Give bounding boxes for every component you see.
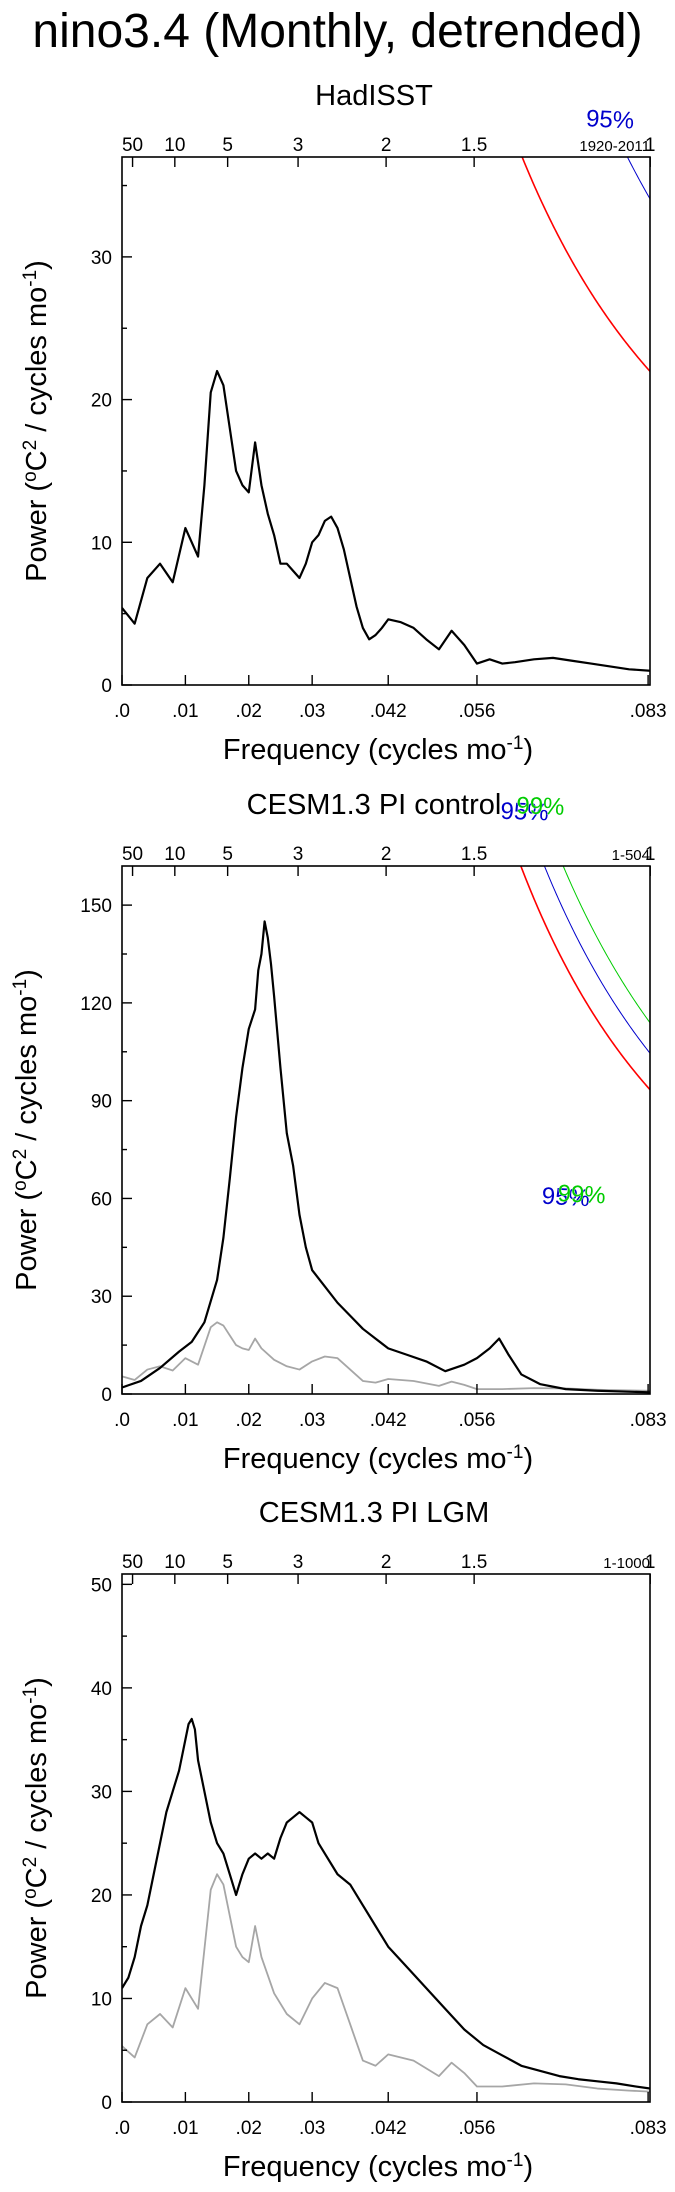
period-tick-label: 2 bbox=[381, 844, 392, 865]
panel-title: HadISST bbox=[315, 80, 433, 112]
period-tick-label: 10 bbox=[164, 1552, 185, 1573]
period-tick-label: 1 bbox=[645, 1552, 656, 1573]
x-tick-label: .01 bbox=[172, 2118, 198, 2139]
hadisst-reference-line bbox=[122, 1321, 650, 1392]
y-tick-label: 30 bbox=[91, 1287, 112, 1308]
period-tick-label: 1.5 bbox=[461, 135, 487, 156]
x-tick-label: .03 bbox=[299, 2118, 325, 2139]
plot-frame bbox=[121, 156, 651, 686]
y-tick-label: 0 bbox=[101, 676, 112, 697]
x-tick-label: .083 bbox=[630, 1410, 667, 1431]
y-tick-label: 0 bbox=[101, 1385, 112, 1406]
year-range-label: 1-504 bbox=[612, 847, 650, 864]
y-tick-label: 120 bbox=[80, 994, 112, 1015]
y-tick-label: 0 bbox=[101, 2093, 112, 2114]
x-tick-label: .01 bbox=[172, 701, 198, 722]
confidence-label-ci95: 95% bbox=[585, 105, 634, 134]
main-title: nino3.4 (Monthly, detrended) bbox=[32, 5, 643, 58]
period-tick-label: 1.5 bbox=[461, 1552, 487, 1573]
x-axis-label: Frequency (cycles mo-1) bbox=[223, 2150, 533, 2183]
x-tick-label: .0 bbox=[114, 2118, 130, 2139]
y-tick-label: 50 bbox=[91, 1575, 112, 1596]
period-tick-label: 3 bbox=[293, 135, 304, 156]
y-tick-label: 30 bbox=[91, 248, 112, 269]
x-tick-label: .02 bbox=[236, 1410, 262, 1431]
confidence-label-ci99: 99% bbox=[557, 1180, 606, 1209]
data-series bbox=[122, 369, 650, 672]
y-axis-label: Power (oC2 / cycles mo-1) bbox=[20, 260, 53, 582]
confidence-label-ci99: 99% bbox=[516, 792, 565, 821]
x-tick-label: .01 bbox=[172, 1410, 198, 1431]
y-tick-label: 30 bbox=[91, 1782, 112, 1803]
x-tick-label: .02 bbox=[236, 2118, 262, 2139]
period-tick-label: 5 bbox=[222, 844, 233, 865]
period-tick-label: 1 bbox=[645, 844, 656, 865]
y-tick-label: 90 bbox=[91, 1092, 112, 1113]
confidence-label-ci95: 95% bbox=[541, 1183, 590, 1212]
y-tick-label: 40 bbox=[91, 1679, 112, 1700]
plot-frame bbox=[121, 1573, 651, 2103]
x-axis-label: Frequency (cycles mo-1) bbox=[223, 1442, 533, 1475]
y-tick-label: 10 bbox=[91, 533, 112, 554]
spectrum-line bbox=[122, 1717, 650, 2090]
y-tick-label: 20 bbox=[91, 1886, 112, 1907]
red-noise-curve bbox=[521, 157, 650, 372]
period-tick-label: 5 bbox=[222, 1552, 233, 1573]
panel-title: CESM1.3 PI LGM bbox=[259, 1497, 489, 1529]
x-tick-label: .03 bbox=[299, 1410, 325, 1431]
period-tick-label: 3 bbox=[293, 844, 304, 865]
x-tick-label: .0 bbox=[114, 701, 130, 722]
x-tick-label: .056 bbox=[458, 701, 495, 722]
theory-curves bbox=[519, 866, 650, 1091]
period-tick-label: 50 bbox=[122, 844, 143, 865]
period-tick-label: 2 bbox=[381, 135, 392, 156]
theory-curves bbox=[122, 0, 650, 372]
period-tick-label: 3 bbox=[293, 1552, 304, 1573]
data-series bbox=[122, 1717, 650, 2093]
x-tick-label: .042 bbox=[370, 1410, 407, 1431]
year-range-label: 1-1000 bbox=[603, 1555, 650, 1572]
period-tick-label: 50 bbox=[122, 1552, 143, 1573]
y-tick-label: 60 bbox=[91, 1189, 112, 1210]
x-axis-label: Frequency (cycles mo-1) bbox=[223, 733, 533, 766]
y-axis-label: Power (oC2 / cycles mo-1) bbox=[10, 969, 43, 1291]
period-tick-label: 50 bbox=[122, 135, 143, 156]
x-tick-label: .0 bbox=[114, 1410, 130, 1431]
y-tick-label: 10 bbox=[91, 1989, 112, 2010]
confidence-95-curve bbox=[543, 866, 650, 1054]
plot-frame bbox=[121, 865, 651, 1395]
x-tick-label: .083 bbox=[630, 2118, 667, 2139]
period-tick-label: 10 bbox=[164, 135, 185, 156]
x-tick-label: .056 bbox=[458, 1410, 495, 1431]
x-tick-label: .056 bbox=[458, 2118, 495, 2139]
y-axis-label: Power (oC2 / cycles mo-1) bbox=[20, 1677, 53, 1999]
x-tick-label: .03 bbox=[299, 701, 325, 722]
y-tick-label: 150 bbox=[80, 896, 112, 917]
spectrum-panel-1: HadISST1920-201195%99%95%99%95%99%95%.0.… bbox=[20, 0, 667, 766]
hadisst-reference-line bbox=[122, 1873, 650, 2093]
x-tick-label: .042 bbox=[370, 701, 407, 722]
spectrum-line bbox=[122, 369, 650, 672]
x-tick-label: .02 bbox=[236, 701, 262, 722]
period-tick-label: 10 bbox=[164, 844, 185, 865]
period-tick-label: 1 bbox=[645, 135, 656, 156]
period-tick-label: 1.5 bbox=[461, 844, 487, 865]
period-tick-label: 2 bbox=[381, 1552, 392, 1573]
x-tick-label: .083 bbox=[630, 701, 667, 722]
data-series bbox=[122, 920, 650, 1394]
confidence-99-curve bbox=[122, 0, 650, 89]
spectrum-panel-2: CESM1.3 PI control1-50495%99%95%99%95%99… bbox=[10, 789, 667, 1475]
year-range-label: 1920-2011 bbox=[579, 138, 650, 155]
confidence-label-ci95: 95% bbox=[500, 798, 549, 827]
red-noise-curve bbox=[519, 866, 650, 1091]
period-tick-label: 5 bbox=[222, 135, 233, 156]
x-tick-label: .042 bbox=[370, 2118, 407, 2139]
spectrum-panel-3: CESM1.3 PI LGM1-100095%99%95%99%95%99%95… bbox=[20, 1180, 667, 2183]
spectrum-line bbox=[122, 920, 650, 1394]
panel-title: CESM1.3 PI control bbox=[247, 789, 502, 821]
y-tick-label: 20 bbox=[91, 391, 112, 412]
